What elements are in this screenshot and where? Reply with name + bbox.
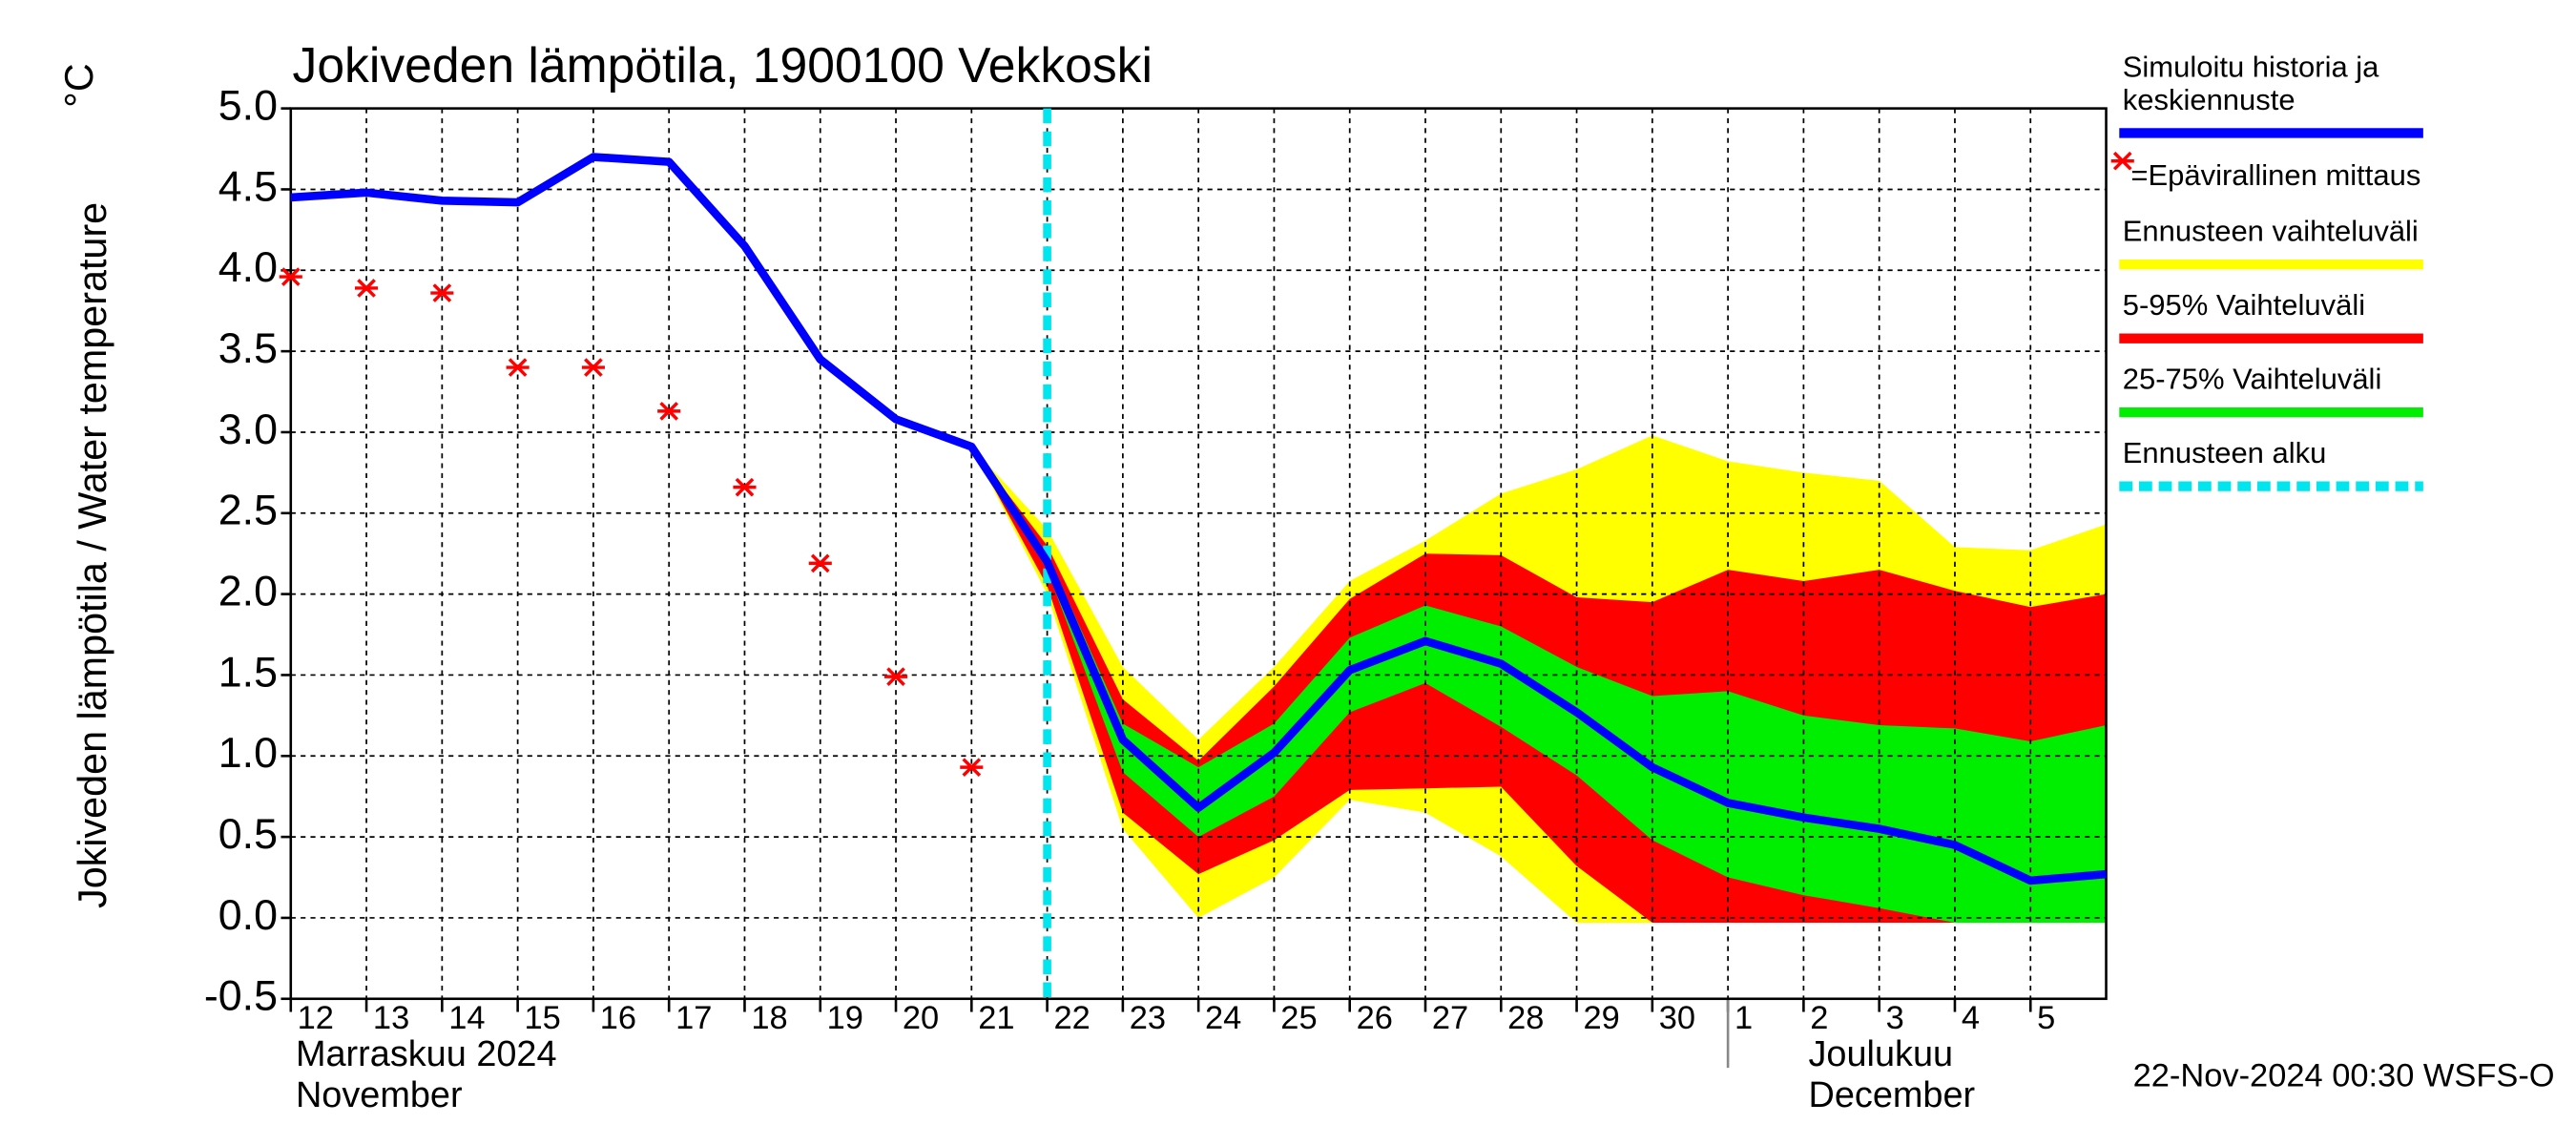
- star-marker: [506, 358, 530, 377]
- y-tick-label: 4.5: [218, 162, 278, 210]
- y-tick-label: 1.5: [218, 648, 278, 696]
- x-tick-label: 21: [978, 1000, 1014, 1036]
- plot-frame: [289, 107, 2108, 1001]
- star-marker: [430, 283, 454, 302]
- y-tick-label: 1.0: [218, 729, 278, 777]
- star-stroke: [962, 758, 982, 777]
- y-axis-label: Jokiveden lämpötila / Water temperature: [71, 202, 114, 908]
- x-tick-label: 15: [525, 1000, 561, 1036]
- star-stroke: [432, 283, 452, 302]
- star-stroke: [886, 667, 905, 686]
- x-tick-label: 24: [1205, 1000, 1241, 1036]
- x-tick-label: 30: [1659, 1000, 1695, 1036]
- x-tick-label: 5: [2037, 1000, 2055, 1036]
- x-tick-label: 20: [903, 1000, 939, 1036]
- x-tick-label: 28: [1507, 1000, 1544, 1036]
- x-tick-label: 23: [1130, 1000, 1166, 1036]
- legend-label: 5-95% Vaihteluväli: [2123, 288, 2365, 322]
- x-tick-label: 1: [1735, 1000, 1753, 1036]
- star-stroke: [659, 402, 679, 421]
- month-label: December: [1808, 1075, 1975, 1115]
- star-stroke: [735, 477, 755, 497]
- y-tick-label: 4.0: [218, 243, 278, 291]
- x-tick-label: 14: [448, 1000, 485, 1036]
- y-unit: °C: [57, 63, 101, 107]
- month-label: Joulukuu: [1808, 1034, 1953, 1074]
- y-tick-label: 2.5: [218, 487, 278, 534]
- legend-label: Ennusteen alku: [2123, 436, 2327, 469]
- star-marker: [279, 267, 302, 286]
- x-tick-label: 2: [1810, 1000, 1828, 1036]
- x-tick-label: 27: [1432, 1000, 1468, 1036]
- star-marker: [2110, 151, 2134, 171]
- legend-label: =Epävirallinen mittaus: [2130, 158, 2420, 192]
- star-stroke: [357, 279, 376, 298]
- y-tick-label: 3.0: [218, 406, 278, 453]
- star-stroke: [810, 553, 830, 573]
- star-marker: [581, 358, 605, 377]
- y-tick-label: 0.0: [218, 891, 278, 939]
- x-tick-label: 29: [1583, 1000, 1619, 1036]
- star-marker: [657, 402, 681, 421]
- series-line: [290, 153, 2107, 885]
- x-tick-label: 16: [600, 1000, 636, 1036]
- x-tick-label: 19: [827, 1000, 863, 1036]
- y-tick-label: 2.0: [218, 567, 278, 614]
- y-tick-label: 3.5: [218, 324, 278, 372]
- month-label: November: [296, 1075, 463, 1115]
- star-stroke: [2112, 151, 2132, 171]
- star-stroke: [280, 267, 301, 286]
- x-tick-label: 26: [1357, 1000, 1393, 1036]
- y-tick-label: 0.5: [218, 810, 278, 858]
- legend-label: Ennusteen vaihteluväli: [2123, 215, 2419, 248]
- footer: 22-Nov-2024 00:30 WSFS-O: [2133, 1058, 2555, 1094]
- star-marker: [960, 758, 984, 777]
- star-marker: [733, 477, 757, 497]
- month-label: Marraskuu 2024: [296, 1034, 557, 1074]
- x-tick-label: 18: [751, 1000, 787, 1036]
- star-marker: [883, 667, 908, 686]
- star-marker: [808, 553, 832, 573]
- y-tick-label: -0.5: [204, 972, 278, 1020]
- y-tick-label: 5.0: [218, 81, 278, 129]
- x-tick-label: 22: [1053, 1000, 1090, 1036]
- chart-title: Jokiveden lämpötila, 1900100 Vekkoski: [293, 37, 1153, 93]
- star-stroke: [508, 358, 528, 377]
- legend-label: keskiennuste: [2123, 83, 2296, 116]
- star-stroke: [584, 358, 603, 377]
- x-tick-label: 12: [298, 1000, 334, 1036]
- x-tick-label: 3: [1886, 1000, 1904, 1036]
- x-tick-label: 4: [1962, 1000, 1980, 1036]
- legend-label: 25-75% Vaihteluväli: [2123, 363, 2382, 396]
- x-tick-label: 17: [675, 1000, 712, 1036]
- x-tick-label: 25: [1280, 1000, 1317, 1036]
- x-tick-label: 13: [373, 1000, 409, 1036]
- star-marker: [355, 279, 379, 298]
- legend-label: Simuloitu historia ja: [2123, 50, 2379, 83]
